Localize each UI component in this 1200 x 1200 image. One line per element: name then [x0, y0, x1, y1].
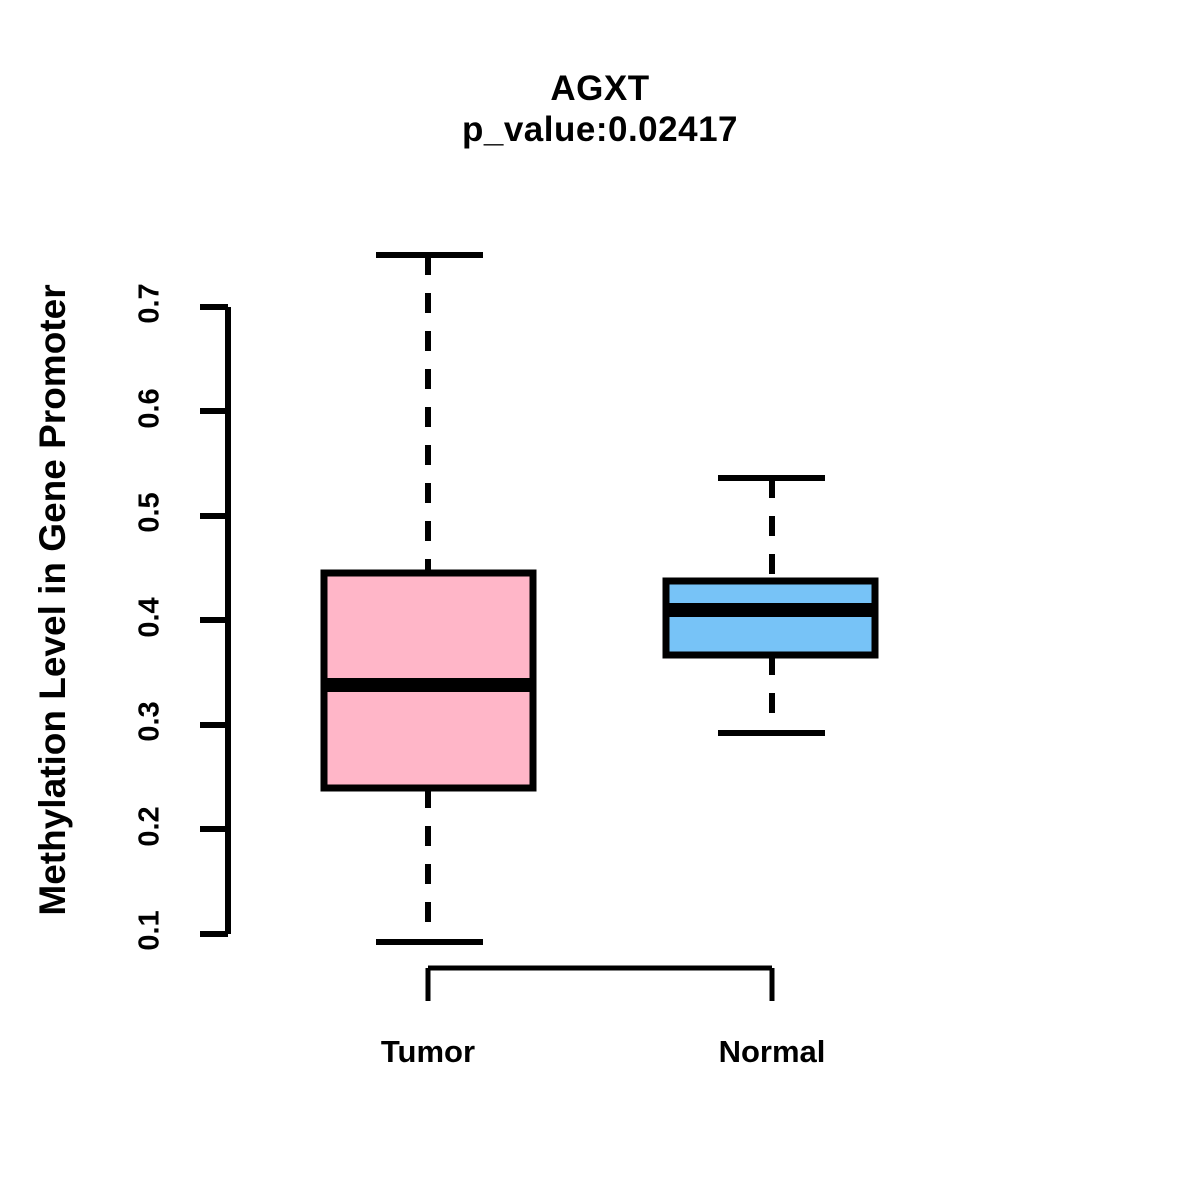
normal-box-rect — [662, 577, 879, 659]
box-normal — [662, 475, 879, 736]
x-tick-label-tumor: Tumor — [380, 1034, 476, 1069]
chart-subtitle-pvalue: p_value:0.02417 — [461, 110, 738, 150]
page-title: AGXT — [550, 69, 650, 108]
chart-title-block: AGXT p_value:0.02417 — [0, 68, 1200, 151]
box-tumor — [320, 252, 537, 945]
x-axis — [425, 965, 775, 1001]
x-tick-label-normal: Normal — [718, 1034, 826, 1069]
y-axis — [200, 304, 231, 937]
